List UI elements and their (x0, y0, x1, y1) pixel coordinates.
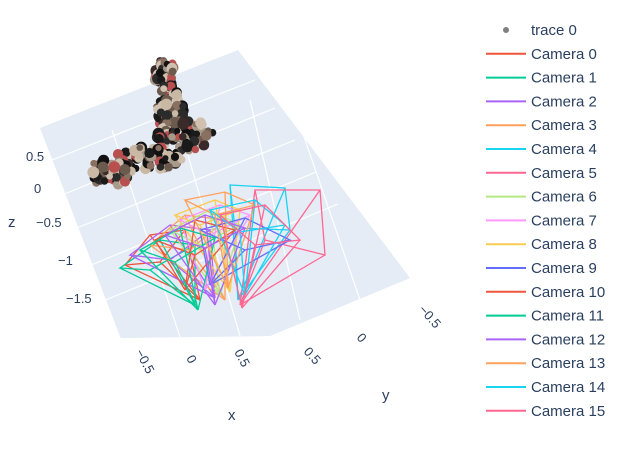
legend-item-16[interactable]: Camera 15 (486, 403, 605, 420)
y-tick-2: −0.5 (416, 302, 444, 331)
z-tick-4: −1.5 (66, 291, 92, 306)
point-3-61 (136, 144, 144, 151)
legend-item-7[interactable]: Camera 6 (486, 189, 597, 206)
point-2-44 (174, 127, 181, 134)
point-4-55 (90, 159, 98, 167)
point-4-60 (111, 172, 121, 182)
legend-item-13[interactable]: Camera 12 (486, 331, 605, 348)
point-0-69 (168, 67, 177, 76)
point-2-69 (191, 145, 200, 154)
legend-item-6[interactable]: Camera 5 (486, 165, 597, 182)
legend-marker-0 (503, 27, 509, 33)
z-axis-title: z (8, 214, 16, 231)
z-tick-0: 0.5 (26, 149, 44, 164)
point-2-9 (198, 139, 210, 151)
point-3-63 (177, 155, 186, 164)
point-3-55 (155, 145, 162, 152)
x-axis-title: x (228, 407, 236, 424)
legend-item-11[interactable]: Camera 10 (486, 284, 605, 301)
legend-label-16: Camera 15 (531, 403, 605, 420)
point-2-61 (168, 133, 176, 141)
point-2-58 (177, 117, 190, 130)
legend-label-15: Camera 14 (531, 379, 605, 396)
legend-item-9[interactable]: Camera 8 (486, 236, 597, 253)
y-tick-0: 0.5 (301, 344, 324, 367)
point-3-54 (144, 147, 155, 159)
z-tick-2: −0.5 (36, 215, 62, 230)
point-4-68 (87, 166, 100, 179)
x-tick-1: 0 (183, 352, 200, 365)
legend-label-3: Camera 2 (531, 93, 597, 110)
point-3-68 (170, 152, 180, 161)
point-4-62 (100, 177, 109, 185)
legend-label-6: Camera 5 (531, 165, 597, 182)
point-4-63 (97, 161, 109, 173)
point-2-55 (164, 119, 172, 127)
legend-item-0[interactable]: trace 0 (503, 22, 577, 39)
point-3-64 (135, 151, 144, 160)
point-2-63 (179, 133, 187, 141)
legend-label-13: Camera 12 (531, 331, 605, 348)
legend-label-2: Camera 1 (531, 70, 597, 87)
point-4-69 (108, 161, 121, 173)
point-3-31 (120, 147, 131, 158)
frustum-camera-12 (163, 214, 247, 306)
camera-frustums (118, 184, 326, 311)
point-2-65 (195, 117, 207, 129)
legend-item-3[interactable]: Camera 2 (486, 93, 597, 110)
legend-item-5[interactable]: Camera 4 (486, 141, 597, 158)
point-3-67 (162, 155, 169, 162)
point-3-69 (146, 161, 155, 170)
legend-item-2[interactable]: Camera 1 (486, 70, 597, 87)
point-3-59 (112, 149, 124, 160)
x-tick-0: −0.5 (132, 346, 157, 376)
x-tick-labels: −0.5 0 0.5 (132, 346, 253, 376)
legend-item-12[interactable]: Camera 11 (486, 308, 604, 325)
point-1-65 (162, 110, 173, 121)
point-0-68 (160, 85, 168, 92)
legend-label-9: Camera 8 (531, 236, 597, 253)
point-1-69 (160, 98, 173, 111)
legend-label-12: Camera 11 (531, 308, 604, 325)
legend-item-8[interactable]: Camera 7 (486, 212, 597, 229)
point-2-66 (181, 140, 194, 153)
z-tick-1: 0 (34, 181, 41, 196)
legend[interactable]: trace 0 Camera 0 Camera 1 Camera 2 Camera 3 C… (486, 22, 605, 420)
legend-item-14[interactable]: Camera 13 (486, 355, 605, 372)
point-2-68 (201, 130, 212, 141)
point-3-66 (164, 162, 173, 172)
legend-label-11: Camera 10 (531, 284, 605, 301)
point-1-66 (171, 110, 179, 117)
z-tick-3: −1 (58, 253, 73, 268)
point-2-49 (169, 117, 181, 129)
point-cloud (87, 57, 217, 190)
legend-item-10[interactable]: Camera 9 (486, 260, 597, 277)
legend-label-14: Camera 13 (531, 355, 605, 372)
legend-label-10: Camera 9 (531, 260, 597, 277)
point-1-53 (179, 102, 187, 110)
point-0-61 (155, 68, 164, 77)
legend-item-4[interactable]: Camera 3 (486, 117, 597, 134)
point-4-65 (106, 173, 114, 180)
legend-label-7: Camera 6 (531, 189, 597, 206)
point-3-60 (156, 163, 165, 171)
x-tick-2: 0.5 (231, 346, 253, 369)
legend-item-1[interactable]: Camera 0 (486, 46, 597, 63)
legend-label-4: Camera 3 (531, 117, 597, 134)
point-2-67 (153, 133, 164, 144)
y-tick-1: 0 (354, 330, 370, 345)
frustum-camera-15 (218, 204, 302, 309)
point-0-48 (166, 74, 176, 83)
legend-item-15[interactable]: Camera 14 (486, 379, 605, 396)
point-4-67 (119, 164, 131, 175)
legend-label-5: Camera 4 (531, 141, 597, 158)
legend-label-8: Camera 7 (531, 212, 597, 229)
point-2-37 (193, 130, 201, 138)
legend-label-0: trace 0 (531, 22, 577, 39)
y-axis-title: y (382, 387, 390, 404)
point-1-68 (173, 89, 182, 98)
z-tick-labels: 0.5 0 −0.5 −1 −1.5 (26, 149, 92, 306)
legend-label-1: Camera 0 (531, 46, 597, 63)
